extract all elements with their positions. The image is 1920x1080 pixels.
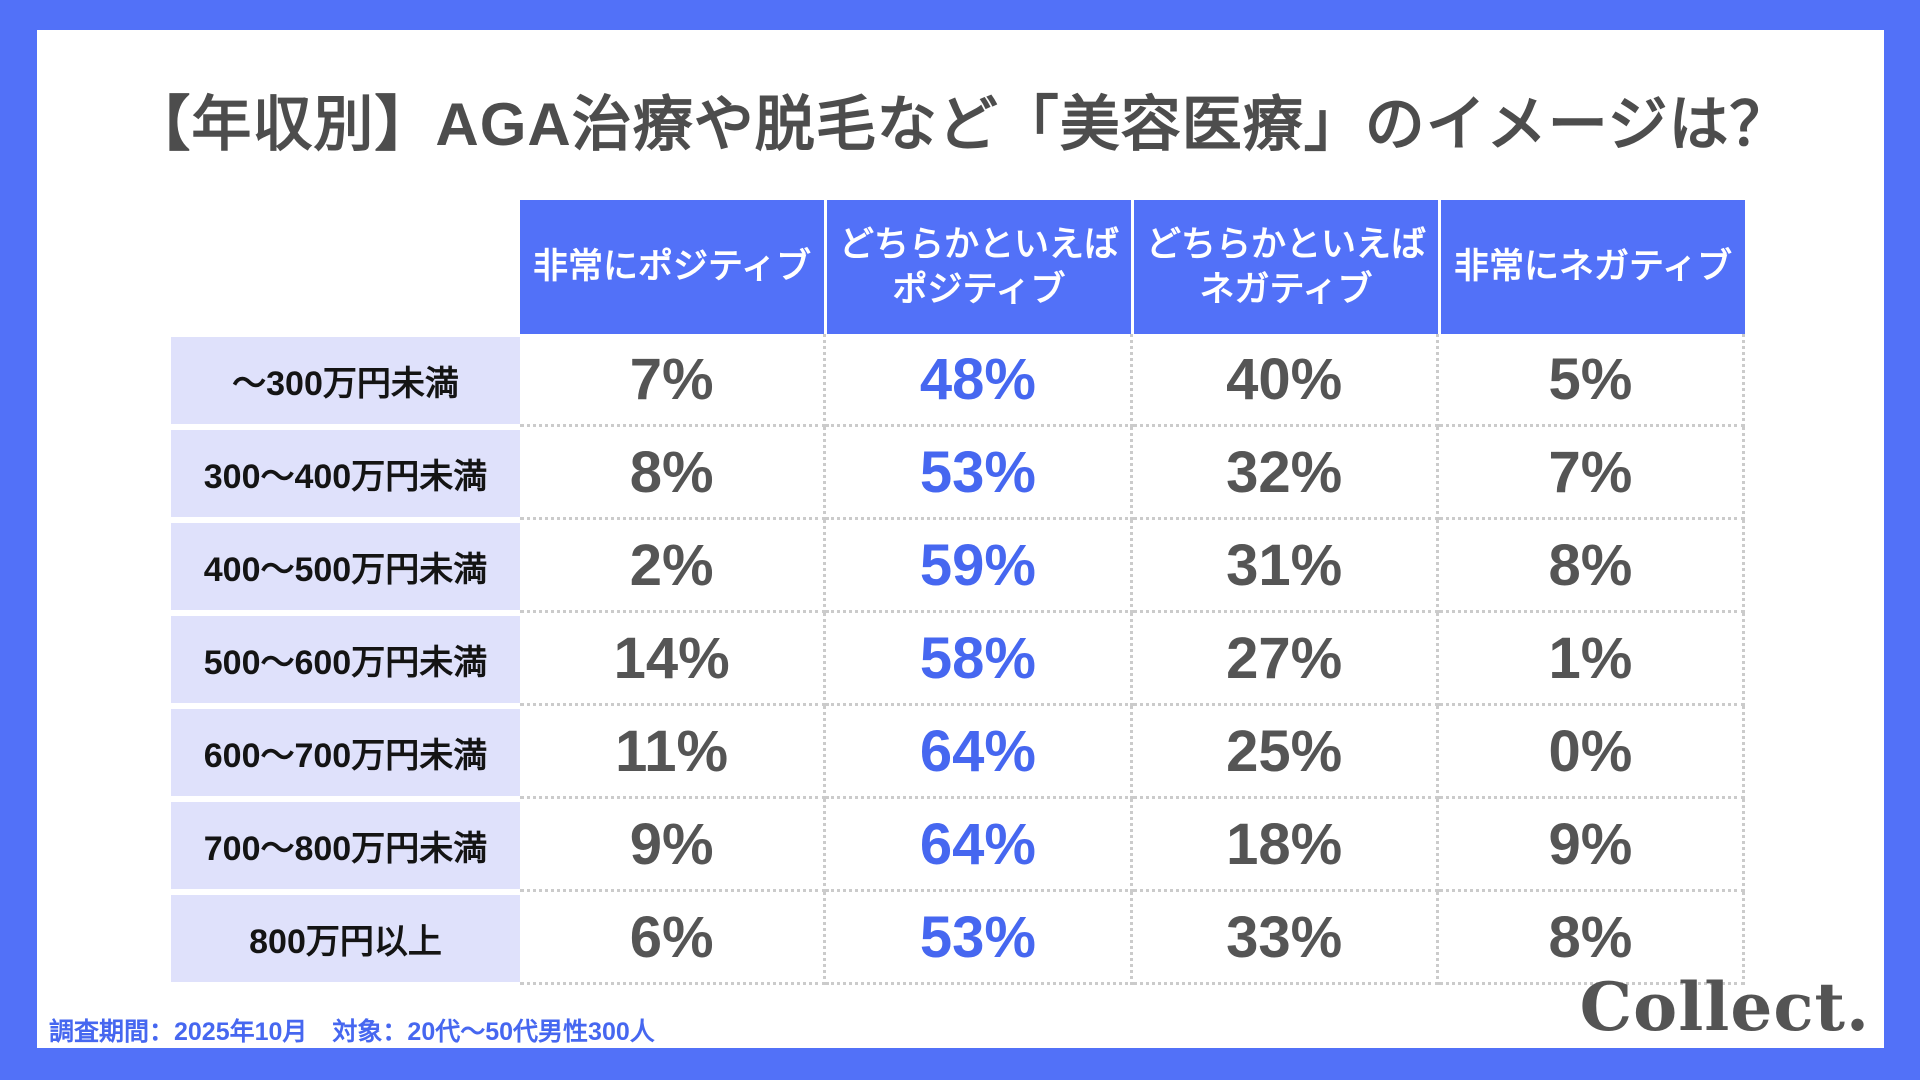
row-label: ～300万円未満 [171, 337, 520, 424]
row-label: 500～600万円未満 [171, 616, 520, 703]
table-cell: 9% [1438, 799, 1745, 892]
table-cell: 53% [826, 427, 1133, 520]
table-cell: 6% [520, 892, 827, 985]
column-header-very-negative: 非常にネガティブ [1441, 200, 1745, 334]
table-cell: 25% [1132, 706, 1439, 799]
column-header-very-positive: 非常にポジティブ [520, 200, 824, 334]
table-cell: 0% [1438, 706, 1745, 799]
column-header-somewhat-negative: どちらかといえば ネガティブ [1134, 200, 1438, 334]
table-cell: 18% [1132, 799, 1439, 892]
survey-note: 調査期間：2025年10月 対象：20代～50代男性300人 [49, 1018, 655, 1046]
table-cell: 59% [826, 520, 1133, 613]
table-cell: 5% [1438, 334, 1745, 427]
row-label: 600～700万円未満 [171, 709, 520, 796]
table-cell: 1% [1438, 613, 1745, 706]
table-cell: 7% [1438, 427, 1745, 520]
infographic-card: 【年収別】AGA治療や脱毛など「美容医療」のイメージは？ 非常にポジティブ どち… [37, 30, 1884, 1048]
table-header-row: 非常にポジティブ どちらかといえば ポジティブ どちらかといえば ネガティブ 非… [520, 200, 1745, 334]
table-cell: 31% [1132, 520, 1439, 613]
table-cell: 64% [826, 799, 1133, 892]
table-cell: 33% [1132, 892, 1439, 985]
table-cell: 8% [1438, 892, 1745, 985]
table-cell: 14% [520, 613, 827, 706]
table-cell: 58% [826, 613, 1133, 706]
table-cell: 53% [826, 892, 1133, 985]
row-label: 800万円以上 [171, 895, 520, 982]
row-label: 300～400万円未満 [171, 430, 520, 517]
table-cell: 2% [520, 520, 827, 613]
collect-logo: Collect. [1579, 968, 1870, 1046]
table-cell: 8% [520, 427, 827, 520]
page-title: 【年収別】AGA治療や脱毛など「美容医療」のイメージは？ [130, 91, 1791, 158]
table-cell: 7% [520, 334, 827, 427]
column-header-somewhat-positive: どちらかといえば ポジティブ [827, 200, 1131, 334]
table-cell: 27% [1132, 613, 1439, 706]
row-label: 700～800万円未満 [171, 802, 520, 889]
table-cell: 40% [1132, 334, 1439, 427]
table-body: 7% 48% 40% 5% 8% 53% 32% 7% 2% 59% 31% 8… [520, 334, 1745, 985]
table-cell: 64% [826, 706, 1133, 799]
table-cell: 8% [1438, 520, 1745, 613]
table-cell: 9% [520, 799, 827, 892]
row-label: 400～500万円未満 [171, 523, 520, 610]
table-cell: 48% [826, 334, 1133, 427]
table-cell: 32% [1132, 427, 1439, 520]
table-cell: 11% [520, 706, 827, 799]
